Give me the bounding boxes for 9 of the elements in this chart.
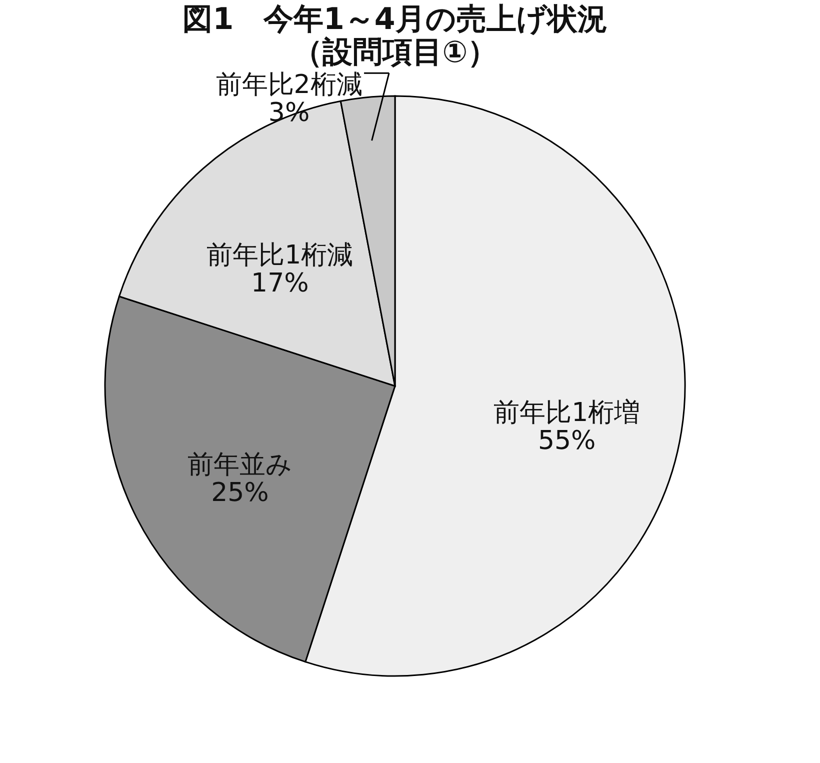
data-label: 55%	[538, 426, 596, 456]
chart-subtitle: （設問項目①）	[292, 35, 498, 70]
chart-title: 図1 今年1～4月の売上げ状況	[182, 2, 608, 38]
slice-label: 前年並み	[187, 450, 292, 480]
data-label: 25%	[211, 478, 269, 508]
slice-label: 前年比1桁増	[494, 398, 640, 428]
data-label: 17%	[251, 268, 309, 298]
slice-label: 前年比1桁減	[206, 240, 354, 270]
slice-label: 前年比2桁減	[216, 70, 362, 100]
